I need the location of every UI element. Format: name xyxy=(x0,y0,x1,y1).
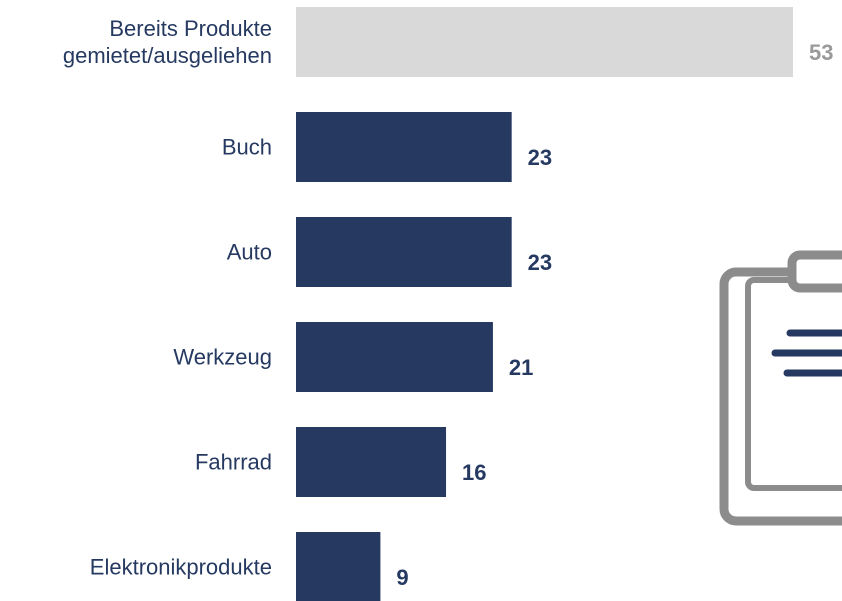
category-label: Fahrrad xyxy=(194,449,272,475)
icon-clip xyxy=(787,250,842,293)
value-label: 21 xyxy=(509,355,533,380)
category-label: Werkzeug xyxy=(173,344,272,370)
category-label: Buch xyxy=(221,134,272,160)
category-label: Bereits Produkte gemietet/ausgeliehen xyxy=(62,16,272,68)
bar xyxy=(296,7,793,77)
bar xyxy=(296,532,381,601)
clipboard-icon xyxy=(719,250,842,526)
value-label: 23 xyxy=(528,250,552,275)
value-label: 23 xyxy=(528,145,552,170)
bar xyxy=(296,112,512,182)
value-label: 53 xyxy=(809,40,833,65)
bar xyxy=(296,322,493,392)
category-label: Elektronikprodukte xyxy=(89,554,272,580)
value-label: 9 xyxy=(396,565,408,590)
bar xyxy=(296,217,512,287)
category-label: Auto xyxy=(226,239,272,265)
icon-paper xyxy=(745,277,842,491)
bar xyxy=(296,427,447,497)
icon-board xyxy=(719,267,842,526)
value-label: 16 xyxy=(462,460,486,485)
